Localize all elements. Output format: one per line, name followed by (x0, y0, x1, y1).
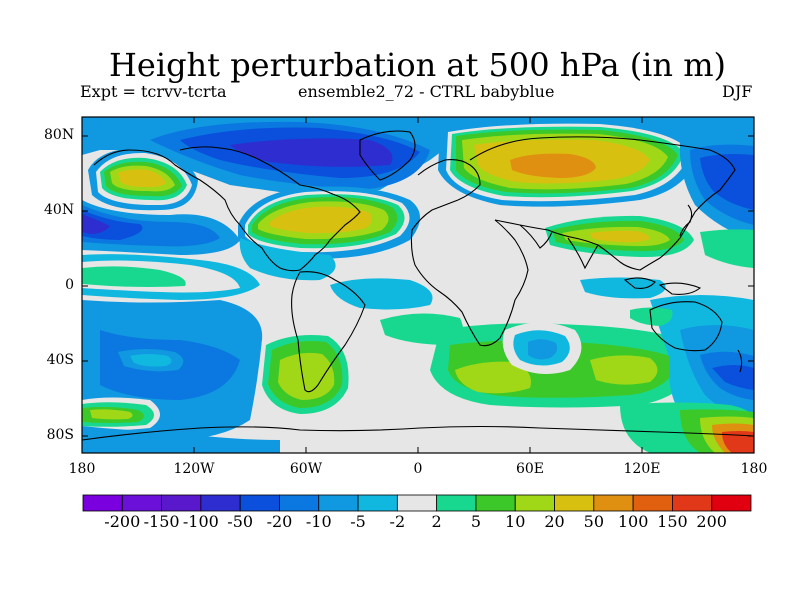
lat-label-80n: 80N (44, 127, 75, 143)
colorbar-label: 150 (657, 512, 688, 531)
lon-label-120e: 120E (623, 461, 661, 477)
ensemble-label: ensemble2_72 - CTRL babyblue (298, 82, 555, 101)
colorbar-label: 2 (431, 512, 442, 531)
colorbar-label: -20 (266, 512, 293, 531)
lat-label-40n: 40N (44, 202, 75, 218)
lon-label-180e: 180 (740, 461, 768, 477)
colorbar-label: -10 (305, 512, 332, 531)
lon-label-60w: 60W (289, 461, 323, 477)
experiment-label: Expt = tcrvv-tcrta (80, 82, 227, 101)
season-label: DJF (722, 82, 753, 101)
colorbar-label: 100 (617, 512, 649, 531)
lon-label-60e: 60E (515, 461, 545, 477)
colorbar-label: -200 (104, 512, 141, 531)
coastlines (82, 130, 754, 441)
lon-label-180w: 180 (68, 461, 96, 477)
colorbar-label: -5 (350, 512, 366, 531)
lat-label-0: 0 (65, 277, 74, 293)
lon-label-120w: 120W (173, 461, 215, 477)
lat-label-80s: 80S (46, 427, 74, 443)
lon-label-0: 0 (413, 461, 423, 477)
colorbar-label: -150 (143, 512, 180, 531)
colorbar-label: 20 (544, 512, 565, 531)
colorbar-label: -2 (389, 512, 406, 531)
colorbar-label: 50 (583, 512, 604, 531)
contour-field (82, 117, 754, 453)
colorbar-label: -100 (182, 512, 219, 531)
lat-label-40s: 40S (46, 352, 74, 368)
lat-ticks (82, 135, 754, 437)
colorbar-label: 5 (470, 512, 482, 531)
lon-ticks (193, 117, 643, 453)
colorbar-label: 200 (696, 512, 727, 531)
colorbar-label: 10 (505, 512, 526, 531)
plot-title: Height perturbation at 500 hPa (in m) (108, 46, 727, 84)
colorbar-label: -50 (227, 512, 254, 531)
